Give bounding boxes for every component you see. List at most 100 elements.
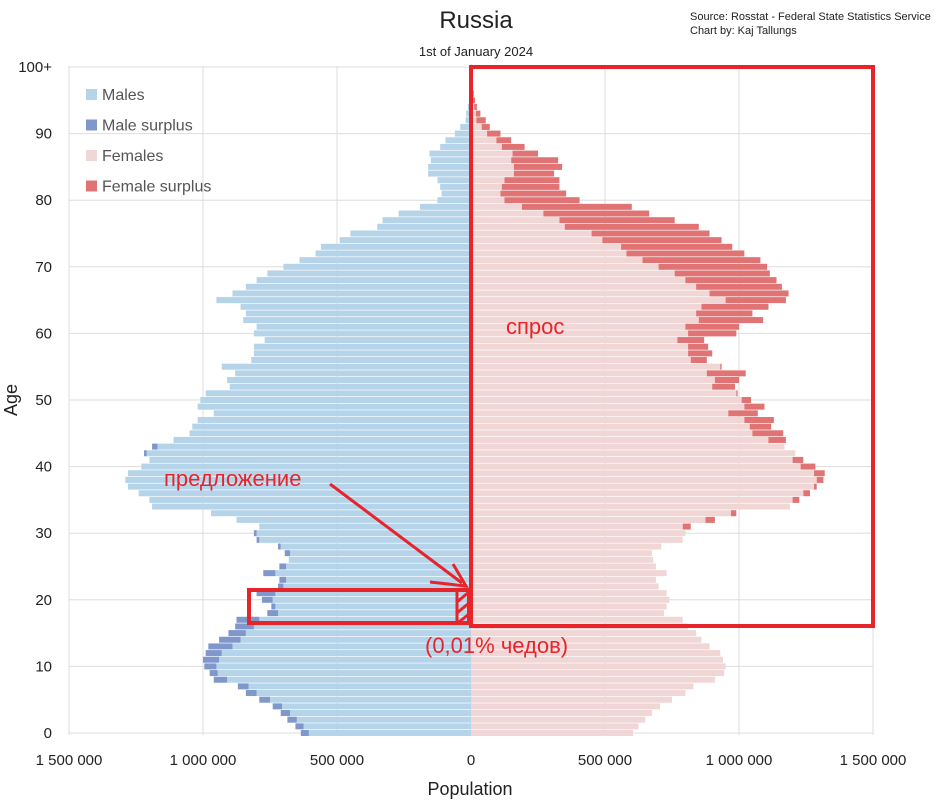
male-bar xyxy=(248,683,471,690)
female-bar xyxy=(471,403,745,410)
female-surplus-bar xyxy=(511,157,559,164)
male-bar xyxy=(251,357,471,364)
legend-swatch xyxy=(86,150,97,161)
male-bar xyxy=(283,583,471,590)
female-bar xyxy=(471,330,689,337)
female-bar xyxy=(471,583,659,590)
male-bar xyxy=(205,390,471,397)
female-bar xyxy=(471,323,686,330)
male-surplus-bar xyxy=(228,630,246,637)
male-bar xyxy=(157,443,471,450)
female-bar xyxy=(471,277,686,284)
male-bar xyxy=(256,323,471,330)
male-surplus-bar xyxy=(213,676,228,683)
male-surplus-bar xyxy=(245,690,257,697)
female-bar xyxy=(471,350,689,357)
legend-swatch xyxy=(86,89,97,100)
female-bar xyxy=(471,110,476,117)
male-bar xyxy=(146,450,471,457)
female-bar xyxy=(471,190,501,197)
x-tick-label: 500 000 xyxy=(310,752,364,769)
male-bar xyxy=(221,650,471,657)
y-tick-label: 20 xyxy=(35,592,52,609)
male-surplus-bar xyxy=(300,730,309,736)
female-bar xyxy=(471,603,667,610)
female-surplus-bar xyxy=(473,97,476,104)
male-bar xyxy=(283,263,471,270)
male-bar xyxy=(192,423,471,430)
male-bar xyxy=(350,230,471,237)
female-bar xyxy=(471,670,725,677)
cheater-share-label: (0,01% чедов) xyxy=(425,633,568,658)
y-tick-label: 10 xyxy=(35,658,52,675)
male-bar xyxy=(229,383,471,390)
male-bar xyxy=(465,117,471,124)
hatch-line xyxy=(456,590,470,604)
female-surplus-bar xyxy=(705,516,715,523)
y-tick-label: 70 xyxy=(35,259,52,276)
male-bar xyxy=(216,297,471,304)
female-bar xyxy=(471,430,753,437)
male-bar xyxy=(264,337,471,344)
female-bar xyxy=(471,363,721,370)
y-tick-label: 0 xyxy=(44,725,52,742)
female-surplus-bar xyxy=(682,523,691,530)
male-bar xyxy=(253,350,471,357)
male-bar xyxy=(240,303,471,310)
female-bar xyxy=(471,710,652,717)
female-bar xyxy=(471,503,790,510)
male-bar xyxy=(189,430,471,437)
female-surplus-bar xyxy=(720,363,722,370)
annotations: предложение спрос (0,01% чедов) xyxy=(164,65,875,658)
male-bar xyxy=(149,496,471,503)
male-bar xyxy=(290,550,471,557)
x-tick-label: 500 000 xyxy=(578,752,632,769)
female-bar xyxy=(471,530,686,537)
female-surplus-bar xyxy=(504,197,580,204)
female-surplus-bar xyxy=(521,203,632,210)
female-bar xyxy=(471,590,667,597)
bars xyxy=(125,64,825,736)
female-surplus-bar xyxy=(591,230,710,237)
female-surplus-bar xyxy=(744,416,774,423)
male-surplus-bar xyxy=(278,583,284,590)
male-bar xyxy=(245,310,471,317)
male-bar xyxy=(275,603,471,610)
male-bar xyxy=(377,223,471,230)
male-bar xyxy=(253,343,471,350)
female-surplus-bar xyxy=(564,223,699,230)
female-bar xyxy=(471,663,726,670)
female-surplus-bar xyxy=(472,90,474,97)
female-surplus-bar xyxy=(814,470,825,477)
male-bar xyxy=(398,210,471,217)
female-bar xyxy=(471,576,656,583)
female-bar xyxy=(471,616,683,623)
female-bar xyxy=(471,676,715,683)
x-tick-label: 1 500 000 xyxy=(36,752,103,769)
female-bar xyxy=(471,410,729,417)
male-surplus-bar xyxy=(204,663,217,670)
female-bar xyxy=(471,456,793,463)
legend-label: Males xyxy=(102,87,145,104)
demand-label: спрос xyxy=(506,314,564,339)
male-bar xyxy=(245,283,471,290)
female-surplus-bar xyxy=(688,330,737,337)
male-bar xyxy=(243,317,471,324)
male-bar xyxy=(197,403,471,410)
male-bar xyxy=(286,563,471,570)
female-bar xyxy=(471,483,815,490)
female-bar xyxy=(471,310,697,317)
male-surplus-bar xyxy=(256,590,276,597)
female-bar xyxy=(471,297,726,304)
female-bar xyxy=(471,230,592,237)
male-bar xyxy=(217,670,471,677)
female-bar xyxy=(471,416,745,423)
male-bar xyxy=(232,290,471,297)
female-bar xyxy=(471,177,505,184)
y-tick-label: 100+ xyxy=(18,59,52,76)
male-bar xyxy=(127,470,472,477)
axes: 1 500 000 1 000 000 500 000 0 500 000 1 000 0… xyxy=(18,59,906,769)
female-surplus-bar xyxy=(688,343,709,350)
female-bar xyxy=(471,317,699,324)
